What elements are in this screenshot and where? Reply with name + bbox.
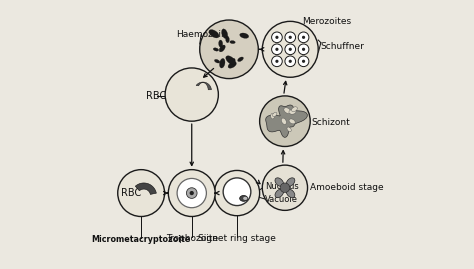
Circle shape: [289, 48, 292, 51]
Circle shape: [275, 48, 279, 51]
Text: Amoeboid stage: Amoeboid stage: [310, 183, 384, 192]
Circle shape: [168, 170, 215, 217]
Circle shape: [118, 170, 164, 217]
Ellipse shape: [237, 57, 243, 62]
Ellipse shape: [230, 41, 235, 44]
Circle shape: [298, 32, 309, 43]
Ellipse shape: [243, 197, 247, 200]
Circle shape: [280, 183, 290, 193]
Ellipse shape: [273, 112, 277, 117]
Circle shape: [200, 20, 258, 79]
Ellipse shape: [287, 127, 291, 132]
Circle shape: [272, 44, 282, 55]
Text: Signet ring stage: Signet ring stage: [198, 234, 276, 243]
Circle shape: [272, 32, 282, 43]
Ellipse shape: [226, 56, 236, 65]
Ellipse shape: [286, 189, 295, 198]
Ellipse shape: [275, 189, 283, 198]
Circle shape: [190, 191, 194, 195]
Circle shape: [298, 56, 309, 67]
Polygon shape: [196, 82, 211, 90]
Circle shape: [285, 32, 296, 43]
Circle shape: [186, 188, 197, 199]
Polygon shape: [266, 105, 307, 137]
Circle shape: [262, 21, 318, 77]
Ellipse shape: [228, 62, 237, 68]
Ellipse shape: [219, 40, 223, 47]
Ellipse shape: [275, 178, 283, 186]
Ellipse shape: [240, 196, 247, 201]
Circle shape: [302, 48, 305, 51]
Ellipse shape: [226, 36, 229, 43]
Text: Vacuole: Vacuole: [265, 195, 298, 204]
Ellipse shape: [292, 107, 297, 112]
Circle shape: [285, 56, 296, 67]
Ellipse shape: [209, 30, 219, 38]
Ellipse shape: [230, 58, 235, 65]
Text: Merozoites: Merozoites: [302, 17, 351, 26]
Circle shape: [275, 60, 279, 63]
Circle shape: [285, 44, 296, 55]
Ellipse shape: [284, 108, 291, 114]
Text: RBC: RBC: [121, 188, 141, 198]
Circle shape: [223, 178, 251, 206]
Circle shape: [275, 36, 279, 39]
Circle shape: [262, 165, 308, 210]
Ellipse shape: [219, 45, 225, 52]
Circle shape: [177, 178, 206, 208]
Circle shape: [289, 36, 292, 39]
Circle shape: [302, 60, 305, 63]
Circle shape: [214, 171, 260, 216]
Ellipse shape: [289, 119, 295, 124]
Text: Haemozoin: Haemozoin: [176, 30, 227, 39]
Circle shape: [298, 44, 309, 55]
Text: Schizont: Schizont: [311, 118, 350, 127]
Ellipse shape: [214, 59, 220, 63]
Circle shape: [289, 60, 292, 63]
Text: RBC: RBC: [146, 91, 167, 101]
Ellipse shape: [213, 48, 219, 51]
Ellipse shape: [240, 33, 249, 38]
Ellipse shape: [219, 58, 225, 68]
Text: Schuffner: Schuffner: [321, 42, 365, 51]
Circle shape: [302, 36, 305, 39]
Ellipse shape: [222, 29, 228, 38]
Circle shape: [272, 56, 282, 67]
Ellipse shape: [271, 113, 274, 119]
Text: Micrometacryptozoite: Micrometacryptozoite: [91, 235, 191, 244]
Circle shape: [165, 68, 219, 121]
Text: Nucleus: Nucleus: [265, 182, 299, 191]
Ellipse shape: [286, 178, 295, 186]
Ellipse shape: [289, 109, 296, 114]
Polygon shape: [135, 183, 156, 194]
Circle shape: [260, 96, 310, 147]
Text: Trophozoite: Trophozoite: [166, 234, 218, 243]
Ellipse shape: [282, 118, 286, 125]
